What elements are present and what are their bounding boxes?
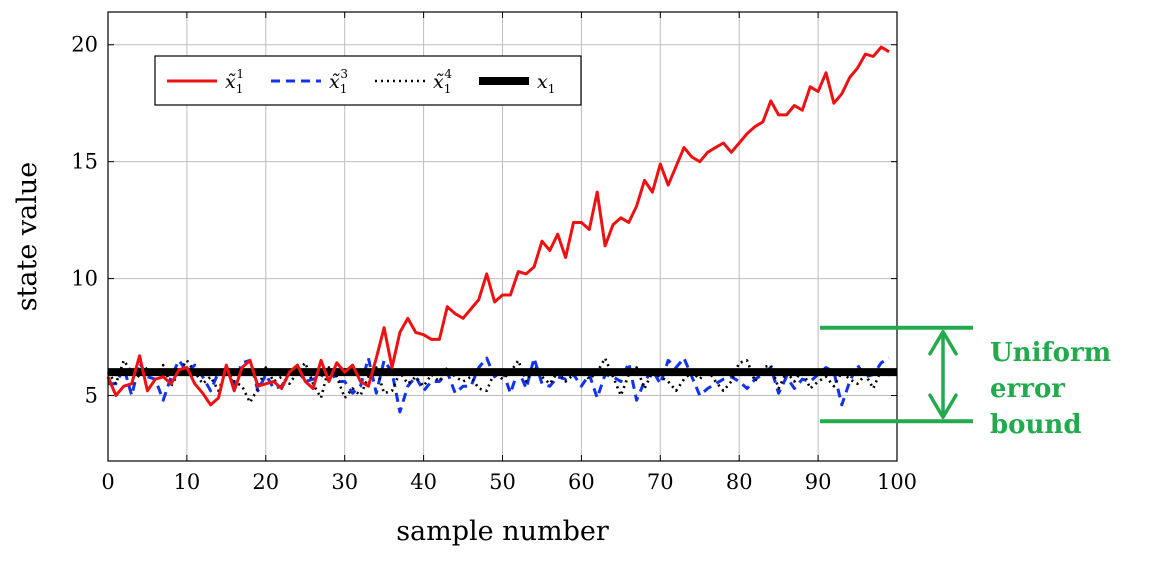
axis-ticks: 0 10 20 30 40 50 60 70 80 90 100 5 10 15 20 (71, 12, 917, 494)
annotation-label-line: Uniform (990, 338, 1111, 368)
plot-area (106, 45, 897, 414)
x-tick-label: 90 (805, 470, 832, 494)
y-tick-label: 10 (71, 267, 98, 291)
x-tick-label: 100 (877, 470, 917, 494)
arrow-head-up-icon (928, 329, 958, 356)
legend-label-2: x̃13 (329, 67, 348, 96)
y-tick-label: 15 (71, 150, 98, 174)
arrow-head-down-icon (928, 393, 958, 419)
x-tick-label: 30 (331, 470, 358, 494)
x-tick-label: 60 (568, 470, 595, 494)
legend: x̃11 x̃13 x̃14 x1 (154, 55, 582, 106)
y-axis-title: state value (12, 162, 43, 312)
x-tick-label: 0 (101, 470, 114, 494)
annotation-label-line: bound (990, 410, 1082, 440)
x-tick-label: 70 (647, 470, 674, 494)
x-tick-label: 40 (410, 470, 437, 494)
x-axis-title: sample number (396, 516, 609, 547)
x-tick-label: 80 (726, 470, 753, 494)
legend-label-1: x̃11 (225, 67, 244, 96)
series-line-1 (106, 45, 890, 407)
legend-label-4: x1 (537, 71, 555, 96)
error-bound-annotation: Uniform error bound (820, 325, 1111, 440)
legend-label-3: x̃14 (433, 67, 452, 96)
x-tick-label: 20 (252, 470, 279, 494)
x-tick-label: 10 (174, 470, 201, 494)
y-tick-label: 20 (71, 33, 98, 57)
annotation-label-line: error (990, 374, 1065, 404)
x-tick-label: 50 (489, 470, 516, 494)
y-tick-label: 5 (85, 384, 98, 408)
